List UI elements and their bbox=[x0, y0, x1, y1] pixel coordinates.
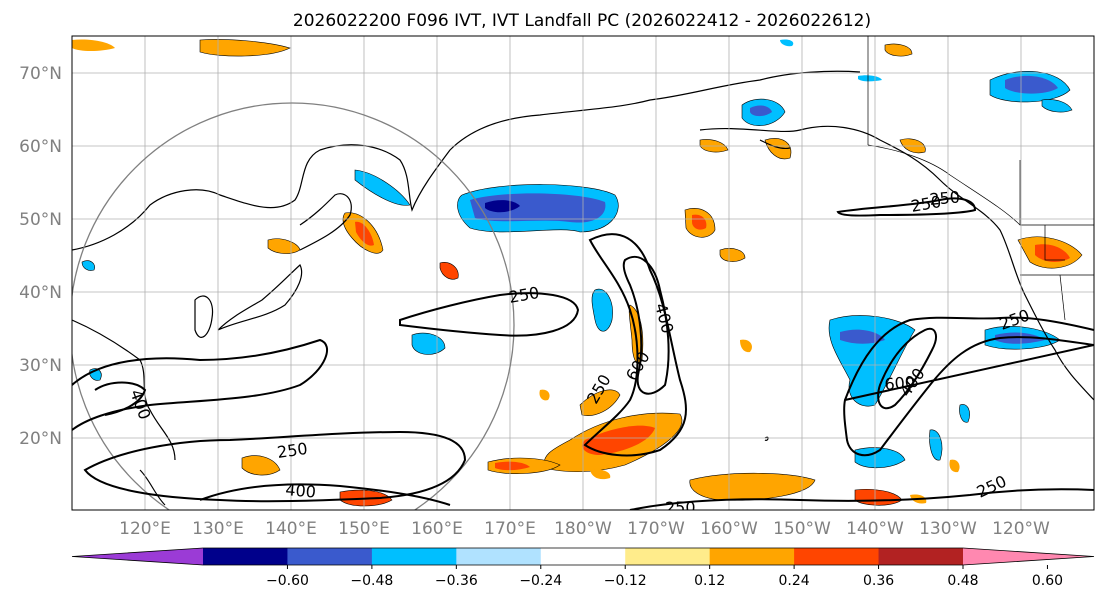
colorbar-swatch bbox=[456, 548, 542, 565]
latitude-labels: 70°N 60°N 50°N 40°N 30°N 20°N bbox=[19, 64, 62, 449]
lon-label: 140°W bbox=[846, 519, 904, 539]
political-borders bbox=[867, 36, 1094, 321]
colorbar-swatch bbox=[794, 548, 880, 565]
lon-label: 140°E bbox=[265, 519, 317, 539]
gridlines bbox=[72, 36, 1094, 510]
colorbar-swatch bbox=[878, 548, 964, 565]
lat-label: 20°N bbox=[19, 429, 62, 449]
landfall-region-circle bbox=[72, 102, 515, 510]
contour-label: 250 bbox=[929, 187, 961, 209]
colorbar-swatch bbox=[709, 548, 795, 565]
colorbar-tick-label: −0.48 bbox=[350, 573, 393, 589]
contour-label: 250 bbox=[665, 498, 696, 517]
lon-label: 160°E bbox=[411, 519, 463, 539]
colorbar-swatch bbox=[287, 548, 373, 565]
ivt-contours bbox=[72, 197, 1094, 510]
lat-label: 50°N bbox=[19, 210, 62, 230]
lon-label: 170°W bbox=[627, 519, 685, 539]
colorbar-tick-label: −0.36 bbox=[435, 573, 478, 589]
contour-label: 600 bbox=[884, 372, 916, 394]
positive-ivt-shading bbox=[72, 39, 1083, 507]
negative-ivt-shading bbox=[81, 39, 1073, 469]
colorbar-swatch bbox=[371, 548, 457, 565]
lon-label: 130°E bbox=[192, 519, 244, 539]
figure-title: 2026022200 F096 IVT, IVT Landfall PC (20… bbox=[293, 11, 871, 31]
lon-label: 150°W bbox=[773, 519, 831, 539]
longitude-labels: 120°E 130°E 140°E 150°E 160°E 170°E 180°… bbox=[119, 519, 1050, 539]
lon-label: 130°W bbox=[919, 519, 977, 539]
colorbar-tick-label: 0.60 bbox=[1032, 573, 1063, 589]
colorbar-tick-label: 0.48 bbox=[947, 573, 978, 589]
lat-label: 40°N bbox=[19, 283, 62, 303]
colorbar-swatch bbox=[203, 548, 288, 565]
lon-label: 120°W bbox=[992, 519, 1050, 539]
lat-label: 70°N bbox=[19, 64, 62, 84]
colorbar-extend-max bbox=[963, 548, 1094, 565]
lat-label: 60°N bbox=[19, 137, 62, 157]
colorbar-tick-label: 0.12 bbox=[694, 573, 725, 589]
map-frame bbox=[71, 35, 1095, 511]
lon-label: 160°W bbox=[700, 519, 758, 539]
colorbar: −0.60 −0.48 −0.36 −0.24 −0.12 0.12 0.24 0.36 0.4… bbox=[71, 547, 1095, 589]
lon-label: 150°E bbox=[338, 519, 390, 539]
lat-label: 30°N bbox=[19, 356, 62, 376]
contour-label: 400 bbox=[285, 480, 317, 502]
map-area: 250 250 400 250 250 400 600 250 250 600 … bbox=[72, 36, 1094, 517]
lon-label: 170°E bbox=[484, 519, 536, 539]
colorbar-swatch bbox=[625, 548, 711, 565]
lon-label: 180°W bbox=[554, 519, 612, 539]
colorbar-swatch bbox=[540, 548, 626, 565]
colorbar-outline bbox=[71, 547, 1095, 566]
colorbar-tick-label: −0.12 bbox=[604, 573, 647, 589]
coastlines bbox=[72, 70, 1094, 506]
lon-label: 120°E bbox=[119, 519, 171, 539]
colorbar-tick-label: 0.24 bbox=[779, 573, 810, 589]
colorbar-extend-min bbox=[72, 548, 203, 565]
colorbar-tick-label: −0.60 bbox=[266, 573, 309, 589]
contour-label: 250 bbox=[276, 439, 309, 462]
colorbar-tick-label: 0.36 bbox=[863, 573, 894, 589]
colorbar-tick-label: −0.24 bbox=[519, 573, 562, 589]
